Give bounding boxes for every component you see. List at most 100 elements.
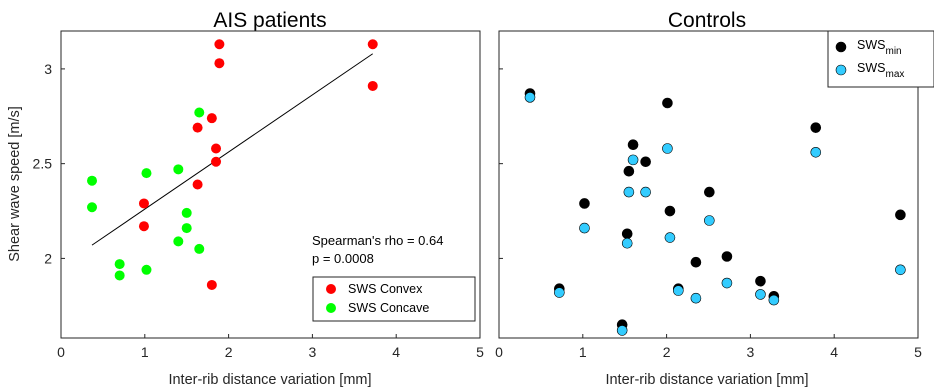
data-point-controls-series-0 <box>640 156 651 168</box>
legend-marker-concave <box>326 303 336 313</box>
x-tick-label: 4 <box>830 344 838 360</box>
data-point-controls-series-0 <box>755 275 766 287</box>
data-point-ais-series-0 <box>138 221 149 232</box>
data-point-controls-series-0 <box>664 205 676 217</box>
plot-frame-ais <box>60 30 481 339</box>
data-point-controls-series-1 <box>690 292 702 304</box>
data-point-ais-series-1 <box>114 270 125 281</box>
data-point-controls-series-1 <box>554 287 565 298</box>
data-point-ais-series-1 <box>87 202 98 213</box>
data-point-ais-series-1 <box>194 243 205 254</box>
data-point-controls-series-1 <box>579 222 590 234</box>
data-point-controls-series-1 <box>664 232 676 243</box>
data-point-ais-series-1 <box>181 207 192 218</box>
x-tick-label: 0 <box>495 344 503 360</box>
data-point-ais-series-0 <box>367 39 378 50</box>
x-tick-label: 5 <box>476 344 484 360</box>
legend-label-sws-max: SWSmax <box>857 61 904 80</box>
x-tick-labels-ais: 0 1 2 3 4 5 <box>57 334 484 360</box>
y-axis-label-ais: Shear wave speed [m/s] <box>7 106 23 262</box>
legend-label-sws-min: SWSmin <box>857 38 902 57</box>
x-tick-label: 2 <box>663 344 671 360</box>
data-point-ais-series-1 <box>114 259 125 270</box>
legend-label-concave: SWS Concave <box>348 301 429 315</box>
legend-label-sws-min-sub: min <box>885 46 901 57</box>
plot-frame-controls <box>498 30 919 339</box>
data-point-ais-series-1 <box>141 264 152 275</box>
data-point-controls-series-0 <box>621 228 633 240</box>
x-tick-label: 1 <box>579 344 587 360</box>
data-point-ais-series-0 <box>138 198 149 209</box>
x-tick-label: 3 <box>747 344 755 360</box>
data-point-controls-series-1 <box>623 186 635 198</box>
x-axis-label-controls: Inter-rib distance variation [mm] <box>605 372 808 388</box>
x-tick-label: 4 <box>392 344 400 360</box>
y-tick-label: 2 <box>44 250 52 266</box>
data-point-ais-series-1 <box>194 107 205 118</box>
x-tick-label: 1 <box>141 344 149 360</box>
data-point-controls-series-1 <box>755 289 766 300</box>
data-point-controls-series-0 <box>627 139 639 151</box>
chart-title-controls: Controls <box>668 9 746 32</box>
legend-label-sws-max-name: SWS <box>857 61 885 75</box>
data-point-controls-series-0 <box>895 209 906 221</box>
legend-label-sws-min-name: SWS <box>857 38 885 52</box>
y-tick-label: 2.5 <box>33 156 53 172</box>
data-point-ais-series-0 <box>206 279 217 290</box>
spearman-annotation: Spearman's rho = 0.64 <box>312 233 443 248</box>
chart-controls: Controls 0 1 2 3 4 5 Inter-rib distance varia… <box>495 9 934 388</box>
data-point-controls-series-1 <box>810 146 822 158</box>
y-tick-labels-ais: 22.53 <box>33 61 65 266</box>
x-tick-label: 3 <box>309 344 317 360</box>
x-axis-label-ais: Inter-rib distance variation [mm] <box>168 372 371 388</box>
data-point-ais-series-1 <box>173 236 184 247</box>
legend-marker-sws-min <box>835 41 847 53</box>
y-tick-label: 3 <box>44 61 52 77</box>
data-point-controls-series-1 <box>768 294 780 306</box>
chart-title-ais: AIS patients <box>213 9 326 32</box>
data-point-ais-series-1 <box>141 168 152 179</box>
data-point-controls-series-0 <box>662 97 673 109</box>
data-point-controls-series-1 <box>704 215 715 226</box>
p-value-annotation: p = 0.0008 <box>312 251 374 266</box>
data-point-controls-series-1 <box>721 277 733 289</box>
legend-marker-sws-max <box>835 64 847 76</box>
data-point-controls-series-1 <box>640 186 651 198</box>
legend-box-ais <box>312 276 476 322</box>
data-point-controls-series-0 <box>810 122 822 133</box>
data-point-controls-series-0 <box>623 165 635 177</box>
data-point-ais-series-0 <box>367 80 378 91</box>
data-point-ais-series-0 <box>214 39 225 50</box>
legend-box-controls <box>827 30 934 88</box>
data-point-controls-series-0 <box>721 251 733 262</box>
data-point-ais-series-0 <box>211 143 222 154</box>
data-points-controls <box>524 88 906 336</box>
regression-line <box>91 53 374 246</box>
data-point-ais-series-1 <box>173 164 184 175</box>
data-point-ais-series-1 <box>87 175 98 186</box>
data-point-controls-series-1 <box>673 285 684 296</box>
data-points-ais <box>87 39 378 290</box>
data-point-ais-series-0 <box>192 122 203 133</box>
data-point-controls-series-1 <box>524 92 536 103</box>
data-point-controls-series-1 <box>627 154 639 166</box>
x-tick-label: 5 <box>914 344 922 360</box>
legend-label-sws-max-sub: max <box>885 69 904 80</box>
x-tick-label: 0 <box>57 344 65 360</box>
data-point-ais-series-0 <box>214 58 225 69</box>
data-point-controls-series-1 <box>621 237 633 249</box>
data-point-ais-series-0 <box>211 156 222 167</box>
legend-ais: SWS Convex SWS Concave <box>312 276 476 322</box>
x-tick-label: 2 <box>225 344 233 360</box>
data-point-controls-series-0 <box>704 186 715 198</box>
data-point-controls-series-0 <box>690 256 702 268</box>
data-point-ais-series-1 <box>181 223 192 234</box>
data-point-controls-series-1 <box>616 325 628 336</box>
x-tick-labels-controls: 0 1 2 3 4 5 <box>495 334 922 360</box>
data-point-controls-series-1 <box>895 264 906 276</box>
data-point-ais-series-0 <box>206 113 217 124</box>
data-point-controls-series-1 <box>662 143 673 154</box>
legend-label-convex: SWS Convex <box>348 282 423 296</box>
legend-marker-convex <box>326 284 336 294</box>
